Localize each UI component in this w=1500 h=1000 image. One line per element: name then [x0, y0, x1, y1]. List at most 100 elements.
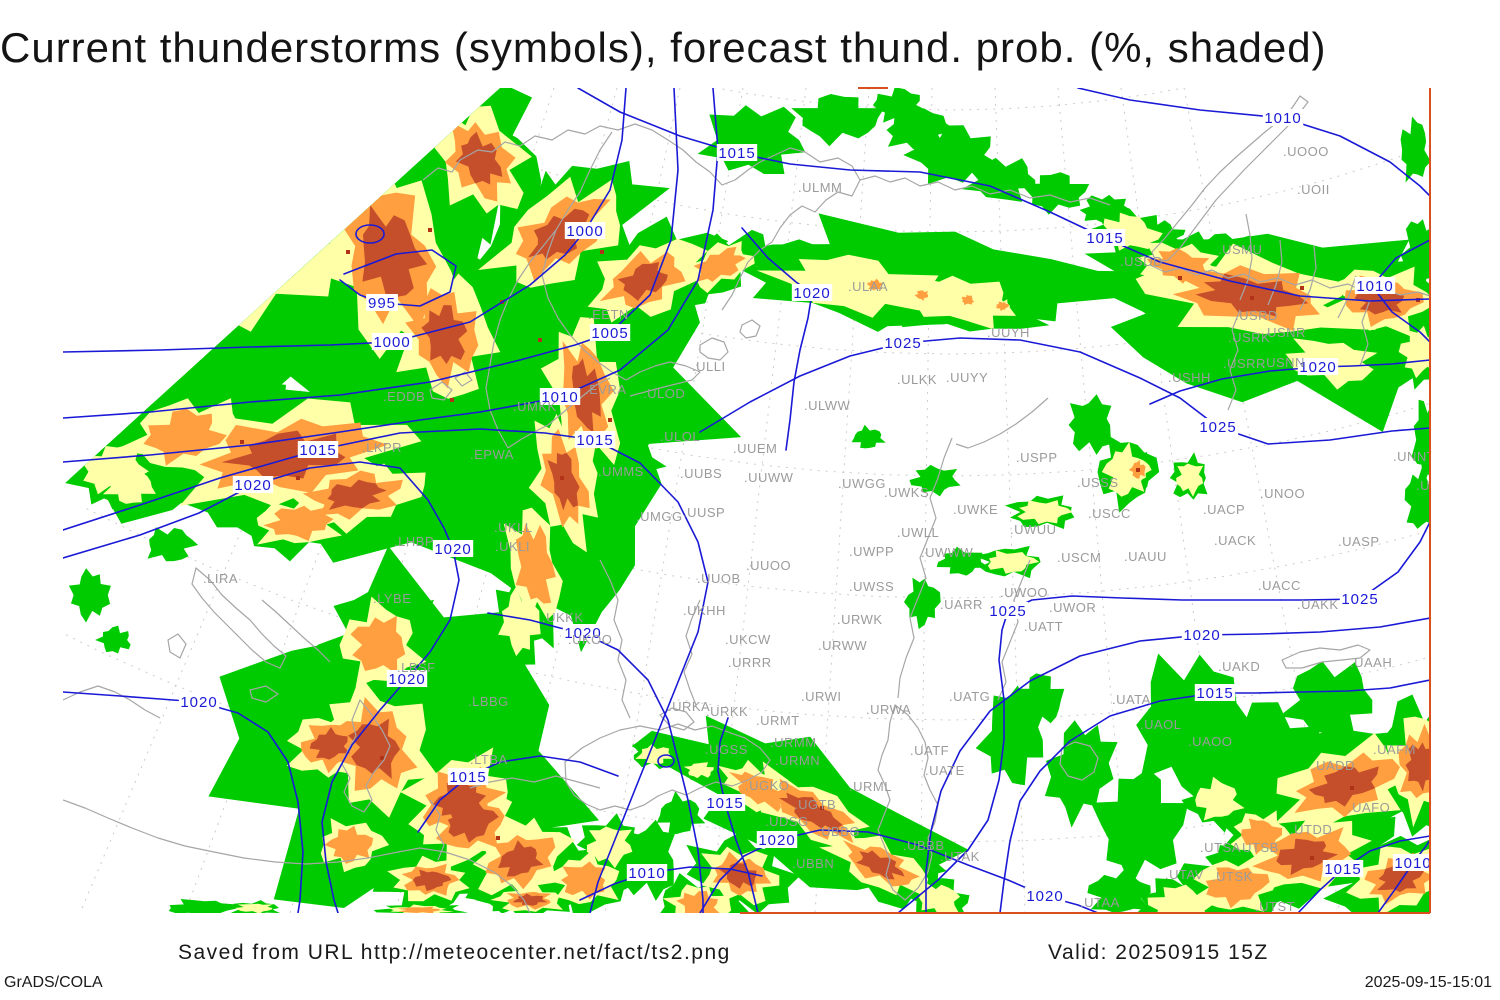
- isobar-label-box: [1339, 590, 1381, 607]
- thunderstorm-symbol: [1250, 296, 1254, 300]
- isobar-label: 1020: [793, 285, 830, 302]
- prob-region-l3: [1241, 818, 1282, 855]
- isobar-label-box: [626, 864, 668, 881]
- station-label: .UMKK: [513, 399, 557, 414]
- station-label: .USRD: [1235, 308, 1278, 323]
- station-label: .UAOL: [1140, 717, 1182, 732]
- isobar-label-box: [756, 831, 798, 848]
- isobar-label-box: [1194, 684, 1236, 701]
- thunderstorm-symbol: [296, 476, 300, 480]
- prob-region-l3: [397, 906, 442, 913]
- prob-region-l3: [693, 246, 746, 283]
- station-label: .UOII: [1297, 182, 1330, 197]
- station-label: .UWLL: [897, 525, 939, 540]
- prob-region-l1: [68, 568, 111, 623]
- prob-region-l1: [1044, 720, 1118, 828]
- prob-region-l3: [561, 861, 606, 900]
- thunderstorm-symbol: [560, 476, 564, 480]
- isobar-label: 1015: [299, 442, 336, 459]
- prob-region-l1: [233, 701, 283, 738]
- prob-region-l2: [987, 550, 1040, 574]
- station-label: .EDDB: [383, 389, 425, 404]
- station-label: .LKPR: [362, 440, 402, 455]
- footer-timestamp: 2025-09-15-15:01: [1364, 974, 1492, 991]
- isobar-label: 1020: [1299, 359, 1336, 376]
- prob-region-l1: [1020, 172, 1090, 215]
- prob-region-l4: [309, 726, 351, 760]
- isobar-label-box: [1084, 229, 1126, 246]
- station-label: .UACK: [1214, 533, 1256, 548]
- isobar-label-box: [716, 144, 758, 161]
- isobar-label: 1020: [1026, 888, 1063, 905]
- station-label: .URWA: [866, 702, 911, 717]
- prob-region-l2: [235, 903, 274, 913]
- station-label: .URMM: [770, 735, 817, 750]
- isobar-label: 1015: [1196, 685, 1233, 702]
- station-label: .UWKS: [884, 485, 929, 500]
- station-label: .USMU: [1218, 242, 1262, 257]
- isobar-labels-layer: 995 1000 1000 1005 1010 1010 1010 1010 1010 1015 1…: [178, 109, 1434, 905]
- station-label: .EVRA: [585, 382, 627, 397]
- station-label: .UAOO: [1188, 734, 1232, 749]
- station-label: .URML: [849, 779, 892, 794]
- thunderstorm-symbol: [240, 440, 244, 444]
- station-label: .UACP: [1203, 502, 1245, 517]
- prob-region-l2: [635, 744, 675, 765]
- station-label: .EPWA: [470, 447, 514, 462]
- prob-region-l3: [867, 278, 883, 291]
- station-label: .URWW: [818, 638, 867, 653]
- prob-region-l1: [95, 625, 131, 654]
- prob-region-l3: [961, 294, 975, 306]
- prob-region-l1: [656, 791, 706, 835]
- isobar-label-box: [574, 431, 616, 448]
- station-label: .LHBP: [394, 534, 434, 549]
- prob-region-l1: [872, 88, 929, 123]
- isobar-label: 1015: [449, 769, 486, 786]
- isobar-label: 1020: [1183, 627, 1220, 644]
- prob-region-l4: [617, 262, 668, 301]
- station-label: .USRR: [1223, 356, 1266, 371]
- isobar-label: 1025: [1199, 419, 1236, 436]
- prob-region-l4: [1195, 273, 1309, 317]
- prob-region-l1: [961, 157, 1036, 202]
- station-label: .USNN: [1262, 355, 1305, 370]
- footer-source-url: Saved from URL http://meteocenter.net/fa…: [178, 941, 731, 964]
- prob-region-l4: [778, 792, 843, 834]
- isobar-label-box: [366, 294, 398, 311]
- isobar-label-box: [1297, 358, 1339, 375]
- prob-region-l3: [143, 408, 227, 466]
- isobar-label-box: [562, 624, 604, 641]
- isobar-label-box: [1392, 854, 1434, 871]
- thunderstorm-symbol: [1178, 276, 1182, 280]
- prob-region-l2: [181, 253, 247, 314]
- station-label: .UWSS: [849, 579, 894, 594]
- prob-region-l1: [200, 322, 293, 387]
- thunderstorm-symbol: [346, 250, 350, 254]
- station-label: .UKLL: [494, 520, 533, 535]
- prob-region-l1: [173, 361, 240, 416]
- isobar-label-box: [564, 222, 606, 239]
- station-label: .UTSA: [1200, 840, 1241, 855]
- prob-region-l2: [1017, 500, 1073, 525]
- station-label: .URMT: [756, 713, 800, 728]
- isobar-label-box: [386, 670, 428, 687]
- shading-layer: [63, 88, 1430, 913]
- station-label: .UWOO: [1000, 585, 1048, 600]
- thunderstorm-symbol: [1310, 856, 1314, 860]
- prob-region-l2: [1147, 884, 1216, 913]
- prob-region-l1: [909, 464, 961, 497]
- prob-region-l2: [586, 826, 633, 869]
- station-label: .ULOL: [660, 429, 700, 444]
- station-label: .UAFM: [1373, 742, 1416, 757]
- prob-region-l3: [995, 301, 1009, 312]
- map-frame: [740, 87, 1431, 914]
- isobar-label: 1020: [180, 694, 217, 711]
- station-label: .URWK: [837, 612, 883, 627]
- prob-region-l3: [914, 290, 929, 301]
- prob-region-l4: [432, 778, 487, 824]
- prob-region-l4: [447, 803, 499, 843]
- prob-region-l1: [168, 899, 240, 913]
- station-label: .USDD: [1120, 254, 1163, 269]
- prob-region-l1: [1400, 116, 1430, 183]
- station-label: .LBBG: [468, 694, 509, 709]
